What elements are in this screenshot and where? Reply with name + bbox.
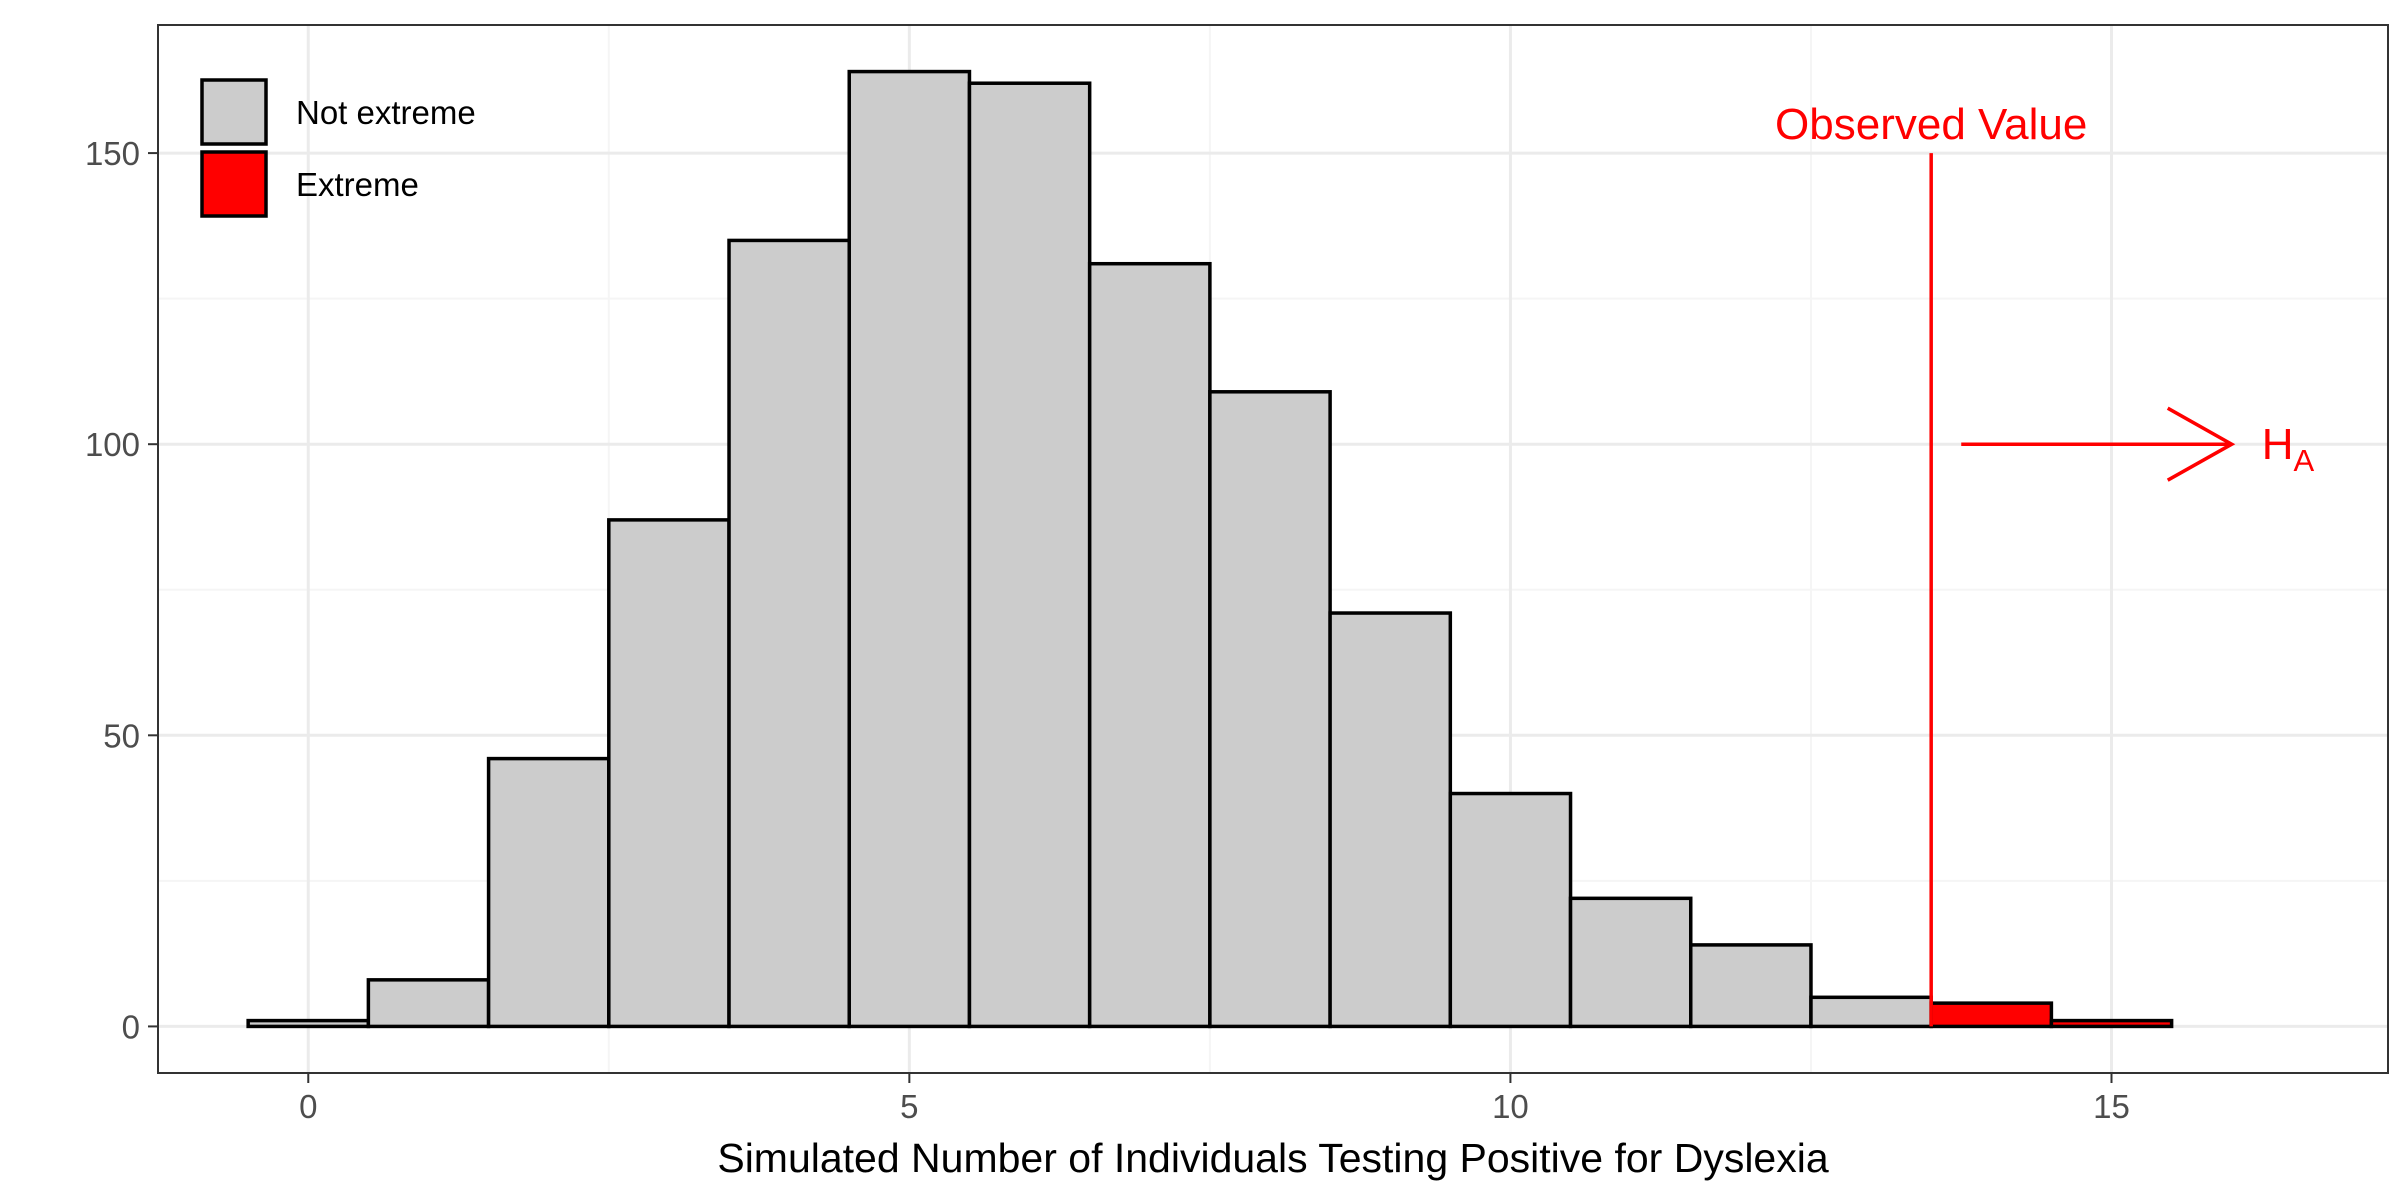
histogram-bar [1929,1001,2054,1029]
histogram-bar [1688,943,1813,1029]
legend-key [200,150,268,218]
alternative-hypothesis-subscript: A [2294,443,2315,478]
x-tick-label: 5 [900,1088,918,1125]
histogram-bar [1809,995,1933,1029]
histogram-bar [607,518,731,1029]
alternative-hypothesis-label: HA [2262,420,2315,478]
histogram-bar [486,756,611,1029]
histogram-bar [1328,611,1453,1029]
y-tick-label: 150 [85,135,140,172]
histogram-bar [366,978,491,1029]
annotation-layer: Observed Value HA [1775,100,2315,1027]
y-tick-label: 0 [122,1008,140,1045]
observed-value-label: Observed Value [1775,100,2087,149]
histogram-bar [1568,896,1693,1029]
x-tick-label: 15 [2093,1088,2130,1125]
legend-key [200,78,268,146]
histogram-bar [1448,791,1573,1029]
legend: Not extreme Extreme [200,78,476,218]
x-tick-label: 10 [1492,1088,1529,1125]
alternative-arrow-head [2166,406,2236,482]
legend-label: Extreme [296,166,419,203]
histogram-bar [1208,390,1332,1029]
y-tick-label: 50 [103,717,140,754]
x-tick-label: 0 [299,1088,317,1125]
legend-label: Not extreme [296,94,476,131]
histogram-bar [967,81,1092,1029]
panel-border [157,24,2389,1074]
histogram-bar [246,1018,371,1029]
x-axis-title: Simulated Number of Individuals Testing … [717,1135,1829,1181]
histogram-bar [847,69,972,1029]
histogram-bar [2049,1018,2174,1029]
bars-layer [246,69,2174,1029]
histogram-bar [1087,261,1212,1029]
histogram-bar [727,238,851,1029]
y-tick-label: 100 [85,426,140,463]
